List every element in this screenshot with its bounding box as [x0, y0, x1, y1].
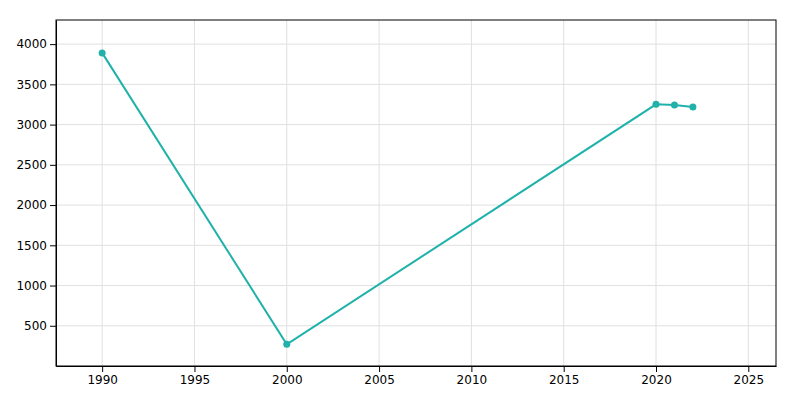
chart-container: 1990 1995 2000 2005 2010 2015 2020 2025 500 1000 1… — [0, 0, 800, 400]
y-tick-mark — [50, 84, 56, 85]
y-tick-label: 3500 — [16, 78, 47, 92]
x-tick-label: 2015 — [549, 373, 580, 387]
y-tick: 4000 — [16, 37, 56, 51]
y-tick-mark — [50, 326, 56, 327]
y-tick: 1000 — [16, 279, 56, 293]
y-grid-line — [56, 245, 776, 246]
y-grid-line — [56, 164, 776, 165]
x-tick-label: 1990 — [87, 373, 118, 387]
x-grid-line — [102, 20, 103, 366]
x-tick-mark — [194, 366, 195, 372]
y-axis: 500 1000 1500 2000 2500 3000 3500 4000 — [16, 21, 56, 367]
y-grid-line — [56, 44, 776, 45]
x-grid-line — [286, 20, 287, 366]
y-tick-mark — [50, 165, 56, 166]
y-tick-label: 1500 — [16, 239, 47, 253]
grid — [56, 20, 776, 366]
y-tick: 3500 — [16, 78, 56, 92]
x-grid-line — [748, 20, 749, 366]
x-tick-mark — [564, 366, 565, 372]
x-tick-label: 2000 — [272, 373, 303, 387]
y-grid-line — [56, 205, 776, 206]
y-tick-label: 4000 — [16, 37, 47, 51]
x-grid-line — [563, 20, 564, 366]
x-tick-mark — [656, 366, 657, 372]
y-tick-mark — [50, 286, 56, 287]
y-tick-mark — [50, 205, 56, 206]
x-axis: 1990 1995 2000 2005 2010 2015 2020 2025 — [57, 366, 777, 387]
x-tick-mark — [102, 366, 103, 372]
y-tick-label: 2000 — [16, 198, 47, 212]
y-grid-line — [56, 84, 776, 85]
x-tick-mark — [471, 366, 472, 372]
y-tick-label: 2500 — [16, 158, 47, 172]
y-tick-label: 500 — [24, 319, 47, 333]
x-grid-line — [379, 20, 380, 366]
y-grid-line — [56, 285, 776, 286]
y-tick: 2000 — [16, 198, 56, 212]
chart-svg: 1990 1995 2000 2005 2010 2015 2020 2025 500 1000 1… — [0, 0, 800, 400]
x-tick-label: 2010 — [457, 373, 488, 387]
plot-area: 1990 1995 2000 2005 2010 2015 2020 2025 500 1000 1… — [16, 20, 776, 387]
x-tick: 1995 — [180, 366, 211, 387]
y-tick-mark — [50, 245, 56, 246]
x-tick: 1990 — [87, 366, 118, 387]
x-tick-mark — [748, 366, 749, 372]
y-tick: 1500 — [16, 239, 56, 253]
x-tick-mark — [379, 366, 380, 372]
y-tick: 2500 — [16, 158, 56, 172]
x-grid-line — [194, 20, 195, 366]
plot-frame — [56, 20, 776, 366]
x-tick: 2005 — [364, 366, 395, 387]
y-tick-label: 1000 — [16, 279, 47, 293]
point — [283, 341, 290, 348]
y-tick-mark — [50, 44, 56, 45]
point — [671, 102, 678, 109]
y-tick: 3000 — [16, 118, 56, 132]
marks — [99, 49, 697, 347]
x-tick: 2015 — [549, 366, 580, 387]
point — [653, 101, 660, 108]
y-grid-line — [56, 325, 776, 326]
x-grid-line — [656, 20, 657, 366]
x-tick: 2000 — [272, 366, 303, 387]
x-tick-label: 2005 — [364, 373, 395, 387]
x-grid-line — [471, 20, 472, 366]
y-grid-line — [56, 124, 776, 125]
point — [99, 49, 106, 56]
x-tick: 2020 — [641, 366, 672, 387]
point — [689, 103, 696, 110]
x-tick-label: 1995 — [180, 373, 211, 387]
line — [102, 53, 693, 344]
x-tick-label: 2025 — [734, 373, 765, 387]
y-tick: 500 — [24, 319, 56, 333]
y-tick-mark — [50, 125, 56, 126]
x-tick: 2010 — [457, 366, 488, 387]
x-tick-mark — [287, 366, 288, 372]
y-axis-line — [56, 21, 57, 367]
x-tick: 2025 — [734, 366, 765, 387]
y-tick-label: 3000 — [16, 118, 47, 132]
x-tick-label: 2020 — [641, 373, 672, 387]
x-axis-line — [57, 366, 777, 367]
